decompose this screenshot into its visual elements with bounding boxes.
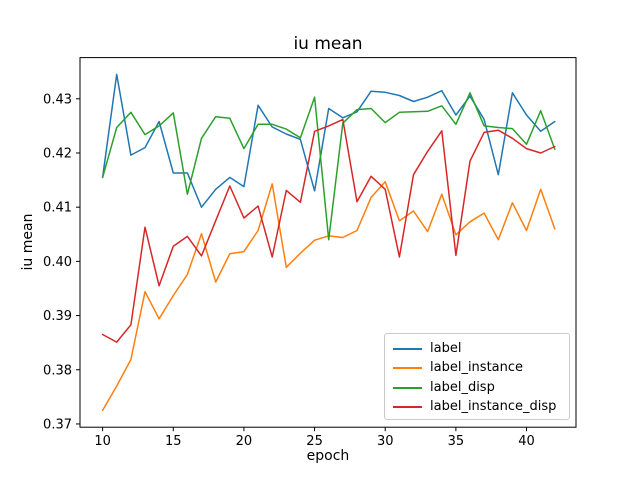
series-line-label [101, 73, 556, 208]
y-tick-label: 0.40 [43, 255, 72, 270]
legend-label: label_instance [430, 360, 524, 376]
x-tick-label: 15 [165, 434, 182, 449]
x-tick-label: 40 [518, 434, 535, 449]
legend-line-sample [393, 386, 422, 389]
x-tick-label: 25 [306, 434, 323, 449]
y-tick-label: 0.37 [43, 417, 72, 432]
y-tick-label: 0.41 [43, 201, 72, 216]
series-line-label_disp [101, 92, 556, 241]
legend-item-label: label [393, 339, 561, 359]
legend: label label_instance label_disp label_insta… [384, 333, 570, 420]
legend-line-sample [393, 367, 422, 370]
legend-label: label_disp [430, 379, 495, 395]
x-tick-label: 20 [236, 434, 253, 449]
legend-line-sample [393, 347, 422, 350]
y-tick-label: 0.43 [43, 92, 72, 107]
legend-item-label_instance_disp: label_instance_disp [393, 398, 561, 418]
x-tick-label: 30 [377, 434, 394, 449]
legend-label: label_instance_disp [430, 399, 557, 415]
y-tick-label: 0.38 [43, 363, 72, 378]
series-line-label_instance_disp [101, 118, 556, 343]
legend-line-sample [393, 406, 422, 409]
plot-frame [79, 57, 577, 428]
x-tick-label: 10 [94, 434, 111, 449]
x-axis-label: epoch [306, 448, 350, 464]
legend-label: label [430, 340, 462, 356]
chart-title: iu mean [293, 34, 363, 54]
legend-item-label_instance: label_instance [393, 359, 561, 379]
y-tick-label: 0.42 [43, 146, 72, 161]
legend-item-label_disp: label_disp [393, 378, 561, 398]
x-tick-label: 35 [448, 434, 465, 449]
y-tick-label: 0.39 [43, 309, 72, 324]
